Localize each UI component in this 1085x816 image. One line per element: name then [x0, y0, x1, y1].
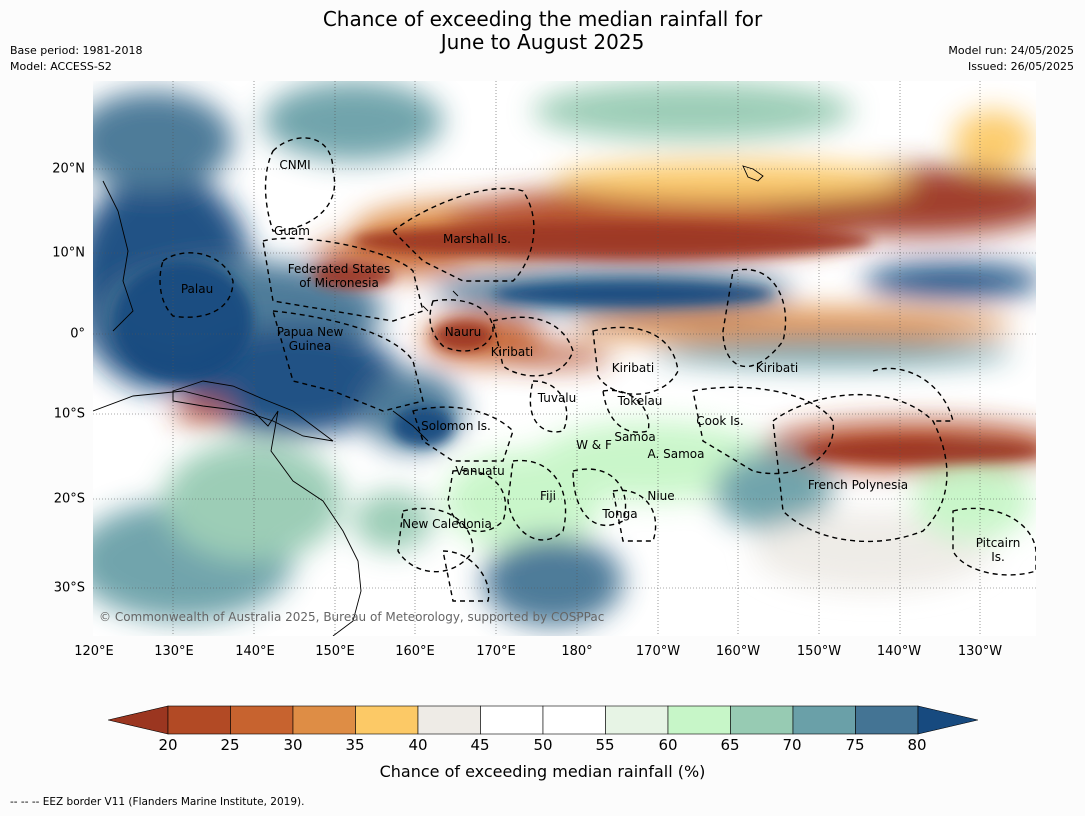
eez-legend-note: -- -- -- EEZ border V11 (Flanders Marine…	[10, 796, 305, 808]
label-tonga: Tonga	[602, 507, 638, 521]
label-kiribati-west: Kiribati	[490, 345, 534, 359]
label-niue: Niue	[647, 489, 675, 503]
colorbar-tick: 50	[533, 736, 553, 754]
colorbar-cell	[292, 705, 356, 735]
label-french-polynesia: French Polynesia	[807, 478, 909, 492]
colorbar-tick: 20	[158, 736, 178, 754]
colorbar-cell	[480, 705, 544, 735]
colorbar-cell	[542, 705, 606, 735]
label-palau: Palau	[180, 282, 214, 296]
colorbar-tick: 45	[470, 736, 490, 754]
colorbar-cell	[605, 705, 669, 735]
label-cook-is: Cook Is.	[696, 414, 744, 428]
y-tick: 10°N	[52, 245, 85, 261]
label-solomon-is: Solomon Is.	[421, 419, 491, 433]
label-tuvalu: Tuvalu	[537, 391, 577, 405]
issued-date: Issued: 26/05/2025	[967, 60, 1074, 73]
copyright-notice: © Commonwealth of Australia 2025, Bureau…	[99, 610, 605, 624]
label-nauru: Nauru	[444, 325, 482, 339]
colorbar-tick: 75	[845, 736, 865, 754]
base-period: Base period: 1981-2018	[10, 44, 143, 57]
label-wallis-futuna: W & F	[576, 438, 612, 452]
colorbar-tick: 40	[408, 736, 428, 754]
x-tick: 160°E	[395, 644, 435, 659]
model-name: Model: ACCESS-S2	[10, 60, 112, 73]
colorbar-tick: 35	[345, 736, 365, 754]
x-tick: 180°	[561, 644, 593, 659]
colorbar-tick: 60	[658, 736, 678, 754]
label-tokelau: Tokelau	[617, 394, 663, 408]
x-tick: 170°W	[635, 644, 681, 659]
label-vanuatu: Vanuatu	[455, 464, 505, 478]
label-new-caledonia: New Caledonia	[402, 517, 492, 531]
y-tick: 0°	[70, 326, 85, 342]
map-title: Chance of exceeding the median rainfall …	[0, 8, 1085, 54]
x-tick: 130°E	[154, 644, 194, 659]
colorbar-label: Chance of exceeding median rainfall (%)	[379, 762, 706, 781]
x-tick: 130°W	[957, 644, 1003, 659]
label-marshall-is: Marshall Is.	[443, 232, 511, 246]
x-tick: 150°W	[796, 644, 842, 659]
label-american-samoa: A. Samoa	[647, 447, 705, 461]
meta-left: Base period: 1981-2018 Model: ACCESS-S2	[10, 43, 142, 75]
x-tick: 170°E	[476, 644, 516, 659]
label-guam: Guam	[274, 224, 310, 238]
colorbar-extend-high	[917, 705, 978, 735]
title-line-2: June to August 2025	[440, 30, 645, 54]
colorbar-tick: 25	[220, 736, 240, 754]
colorbar-extend-low	[108, 705, 169, 735]
y-tick: 20°N	[52, 161, 85, 177]
model-run: Model run: 24/05/2025	[948, 44, 1074, 57]
colorbar-cell	[667, 705, 731, 735]
colorbar-cell	[355, 705, 419, 735]
x-tick: 150°E	[315, 644, 355, 659]
title-line-1: Chance of exceeding the median rainfall …	[322, 7, 763, 31]
rainfall-map	[93, 81, 1036, 636]
label-cnmi: CNMI	[279, 158, 311, 172]
y-tick: 20°S	[53, 491, 85, 507]
colorbar-tick: 70	[782, 736, 802, 754]
x-tick: 160°W	[715, 644, 761, 659]
x-tick: 120°E	[74, 644, 114, 659]
y-tick: 10°S	[53, 406, 85, 422]
label-kiribati-east: Kiribati	[755, 361, 799, 375]
label-micronesia: Federated States of Micronesia	[287, 262, 391, 290]
colorbar-cell	[730, 705, 794, 735]
colorbar-tick: 65	[720, 736, 740, 754]
colorbar-tick: 55	[595, 736, 615, 754]
colorbar-cell	[417, 705, 481, 735]
label-samoa: Samoa	[614, 430, 656, 444]
colorbar-tick: 80	[907, 736, 927, 754]
x-tick: 140°E	[235, 644, 275, 659]
meta-right: Model run: 24/05/2025 Issued: 26/05/2025	[948, 43, 1074, 75]
y-tick: 30°S	[53, 580, 85, 596]
colorbar	[108, 705, 978, 735]
label-kiribati-central: Kiribati	[611, 361, 655, 375]
label-pitcairn-is: Pitcairn Is.	[975, 536, 1021, 564]
colorbar-cell	[792, 705, 856, 735]
colorbar-cell	[230, 705, 294, 735]
colorbar-cell	[167, 705, 231, 735]
colorbar-cell	[855, 705, 919, 735]
colorbar-tick: 30	[283, 736, 303, 754]
x-tick: 140°W	[876, 644, 922, 659]
label-fiji: Fiji	[539, 489, 557, 503]
label-png: Papua New Guinea	[276, 325, 344, 353]
